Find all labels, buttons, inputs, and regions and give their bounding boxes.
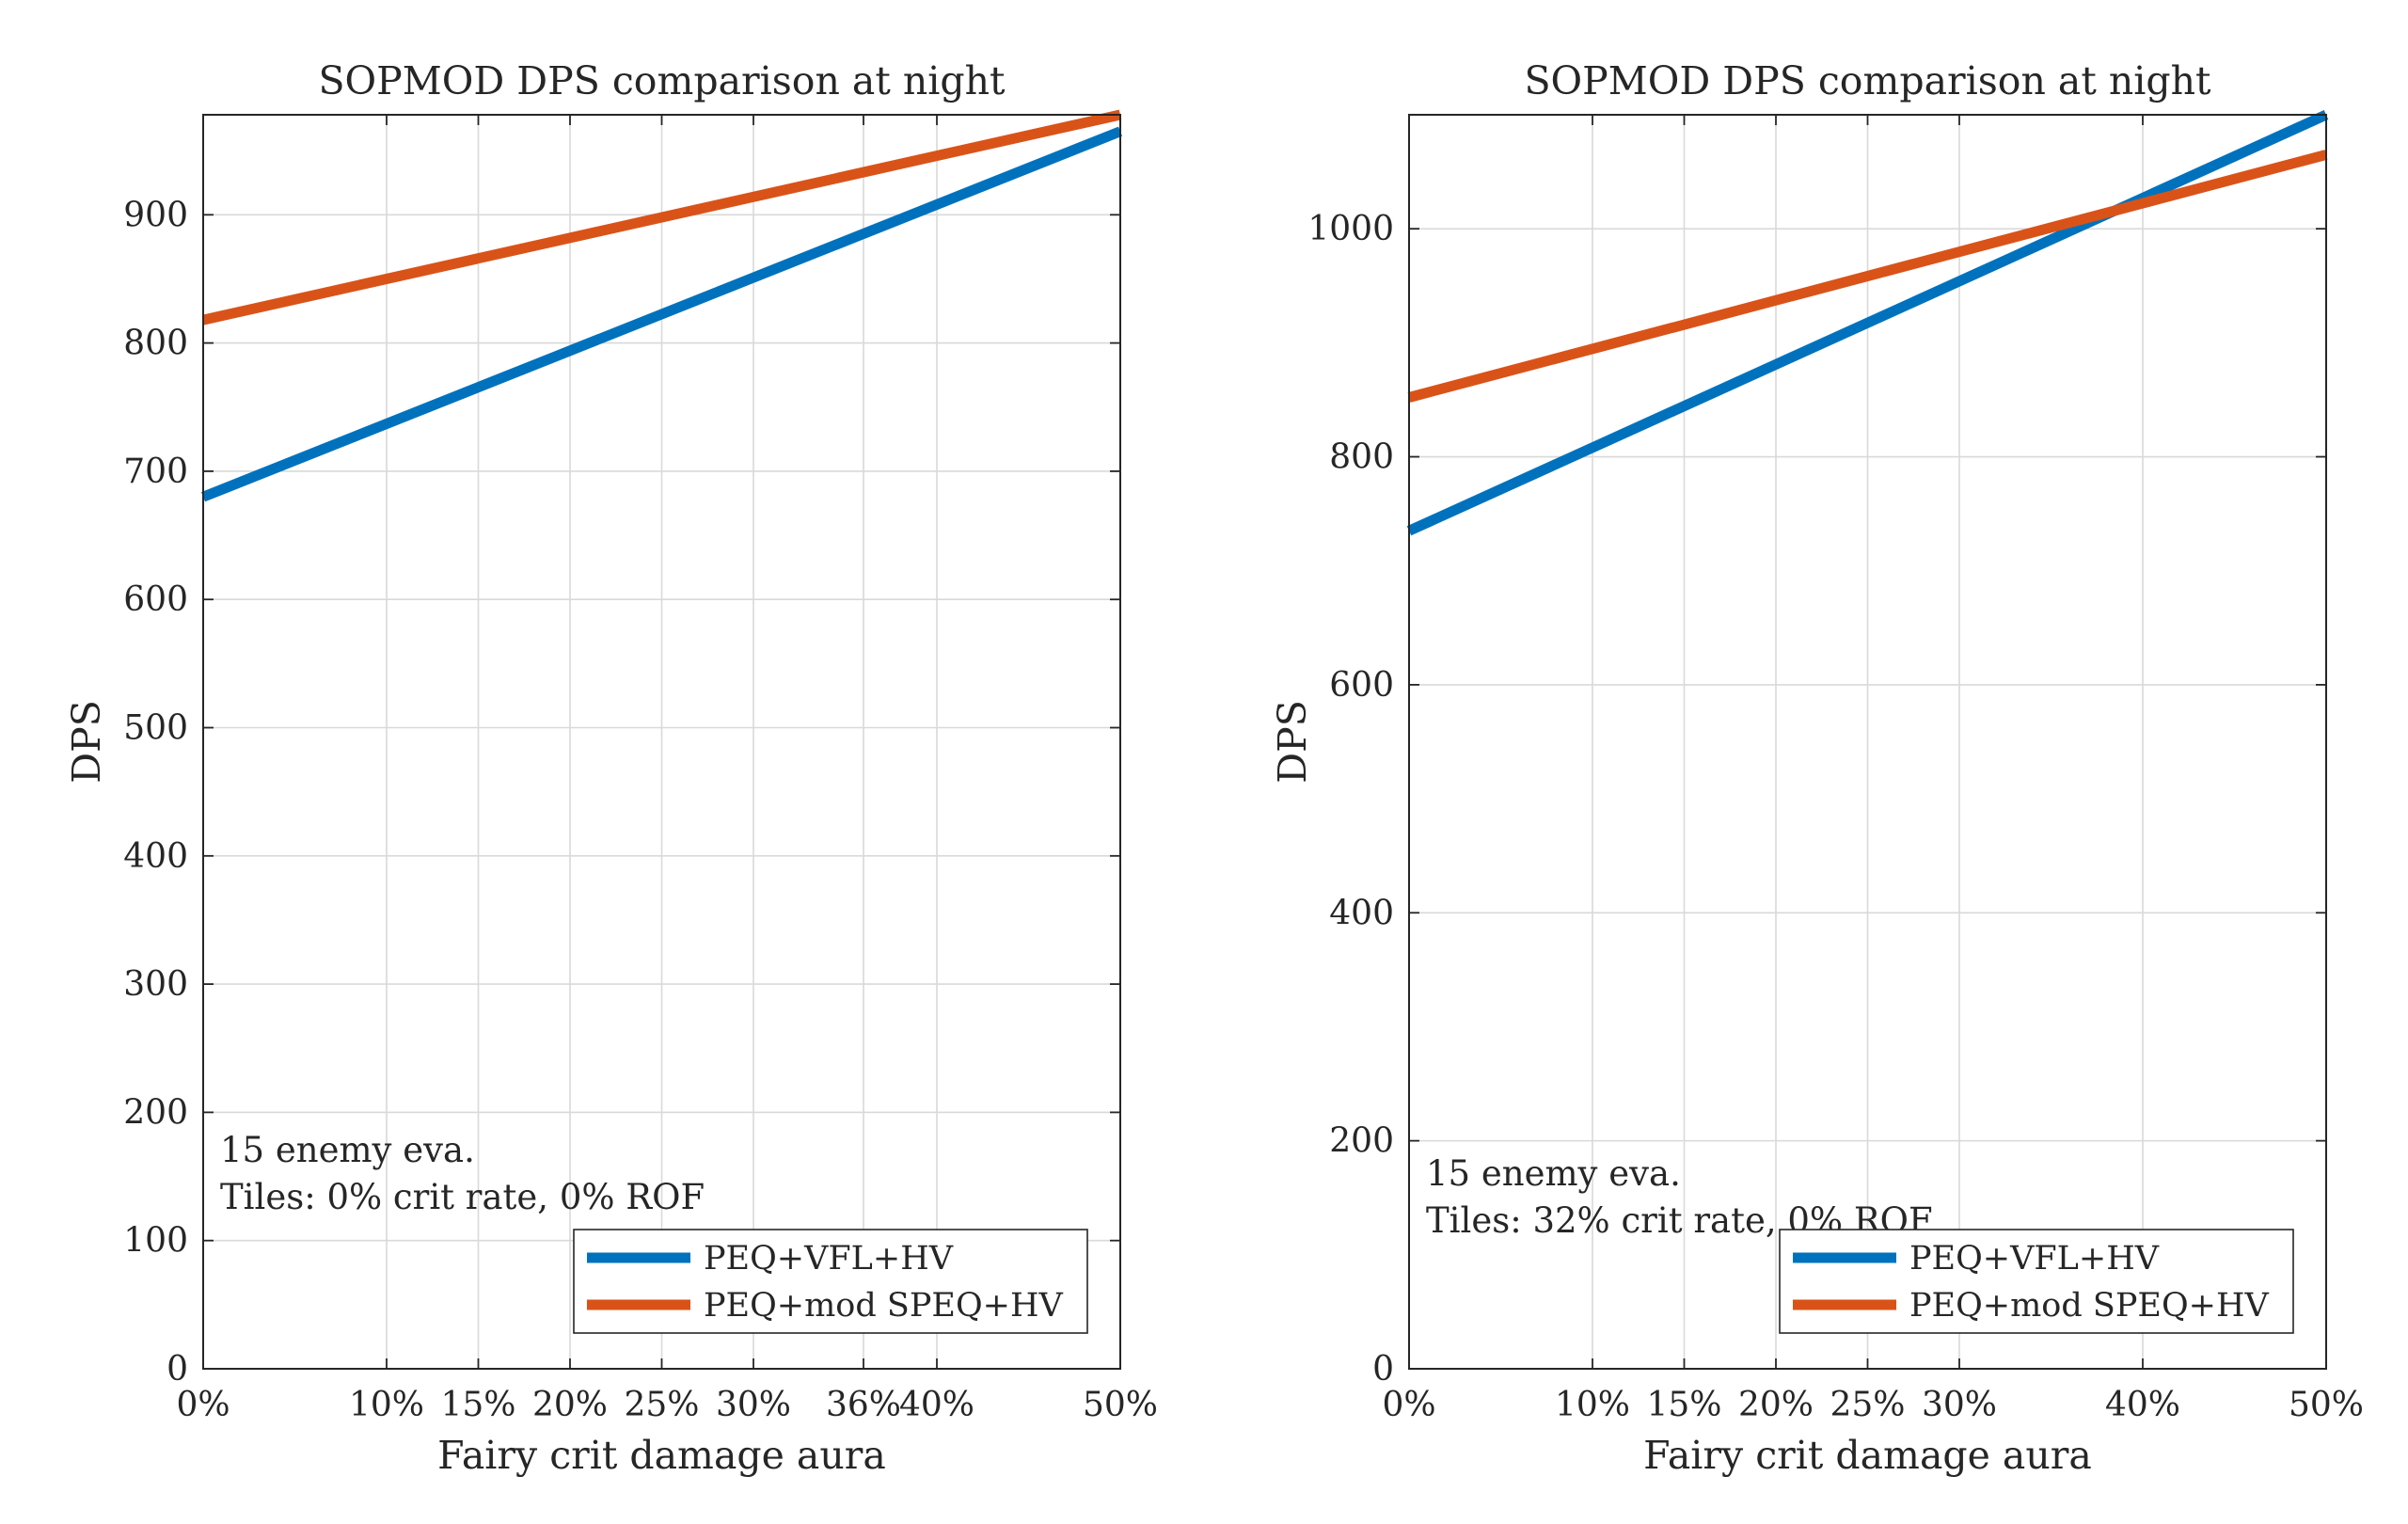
x-tick-label: 0% [176, 1386, 230, 1424]
y-tick-label: 0 [1372, 1350, 1394, 1389]
legend-box [1779, 1229, 2294, 1334]
x-tick-label: 40% [899, 1386, 974, 1424]
x-tick-label: 50% [2289, 1386, 2364, 1424]
x-tick-label: 15% [1646, 1386, 1721, 1424]
legend-label-1: PEQ+VFL+HV [704, 1240, 954, 1278]
x-tick-label: 20% [532, 1386, 608, 1424]
y-tick-label: 400 [1329, 894, 1394, 932]
legend-label-2: PEQ+mod SPEQ+HV [1909, 1287, 2270, 1325]
annotation-line-1: 15 enemy eva. [1426, 1153, 1681, 1194]
series-line-2 [201, 109, 1122, 325]
series-line-1 [1406, 109, 2329, 536]
x-tick-label: 30% [1922, 1386, 1997, 1424]
x-axis-label: Fairy crit damage aura [1643, 1433, 2092, 1478]
x-tick-label: 30% [716, 1386, 791, 1424]
x-tick-label: 50% [1083, 1386, 1158, 1424]
y-tick-label: 700 [123, 452, 188, 491]
legend-label-2: PEQ+mod SPEQ+HV [704, 1287, 1064, 1325]
x-tick-label: 0% [1382, 1386, 1435, 1424]
legend: PEQ+VFL+HV PEQ+mod SPEQ+HV [1779, 1229, 2294, 1334]
y-tick-label: 500 [123, 709, 188, 748]
y-tick-label: 900 [123, 196, 188, 234]
chart-panel-1: 0% 10% 15% 20% 25% 30% 36%40% 50% 0 100 200 300 400 5… [64, 58, 1158, 1478]
x-tick-label: 20% [1738, 1386, 1814, 1424]
series-line-1 [200, 126, 1123, 502]
y-tick-label: 800 [123, 325, 188, 363]
y-axis-label: DPS [64, 700, 109, 784]
series-line-2 [1407, 150, 2328, 403]
x-tick-label: 40% [2105, 1386, 2180, 1424]
x-axis-label: Fairy crit damage aura [437, 1433, 886, 1478]
chart-title: SOPMOD DPS comparison at night [1524, 58, 2211, 103]
y-tick-label: 100 [123, 1222, 188, 1261]
y-tick-label: 200 [1329, 1122, 1394, 1161]
x-tick-label: 15% [440, 1386, 515, 1424]
x-tick-label: 25% [1830, 1386, 1905, 1424]
y-tick-label: 600 [1329, 666, 1394, 705]
y-tick-label: 300 [123, 965, 188, 1004]
x-tick-label: 25% [624, 1386, 699, 1424]
y-tick-label: 600 [123, 580, 188, 619]
y-tick-label: 1000 [1307, 210, 1394, 248]
annotation-line-1: 15 enemy eva. [220, 1130, 475, 1170]
y-tick-label: 800 [1329, 438, 1394, 477]
x-tick-label: 36% [826, 1386, 901, 1424]
chart-title: SOPMOD DPS comparison at night [318, 58, 1006, 103]
legend-box [573, 1229, 1088, 1334]
legend: PEQ+VFL+HV PEQ+mod SPEQ+HV [573, 1229, 1088, 1334]
x-tick-label: 10% [1555, 1386, 1630, 1424]
y-tick-label: 400 [123, 837, 188, 876]
y-axis-label: DPS [1270, 700, 1315, 784]
legend-label-1: PEQ+VFL+HV [1909, 1240, 2160, 1278]
x-tick-label: 10% [349, 1386, 424, 1424]
annotation-line-2: Tiles: 0% crit rate, 0% ROF [220, 1177, 705, 1217]
y-tick-label: 200 [123, 1093, 188, 1132]
y-tick-label: 0 [166, 1350, 188, 1389]
chart-panel-2: 0% 10% 15% 20% 25% 30% 40% 50% 0 200 400 600 800 1000… [1270, 58, 2364, 1478]
